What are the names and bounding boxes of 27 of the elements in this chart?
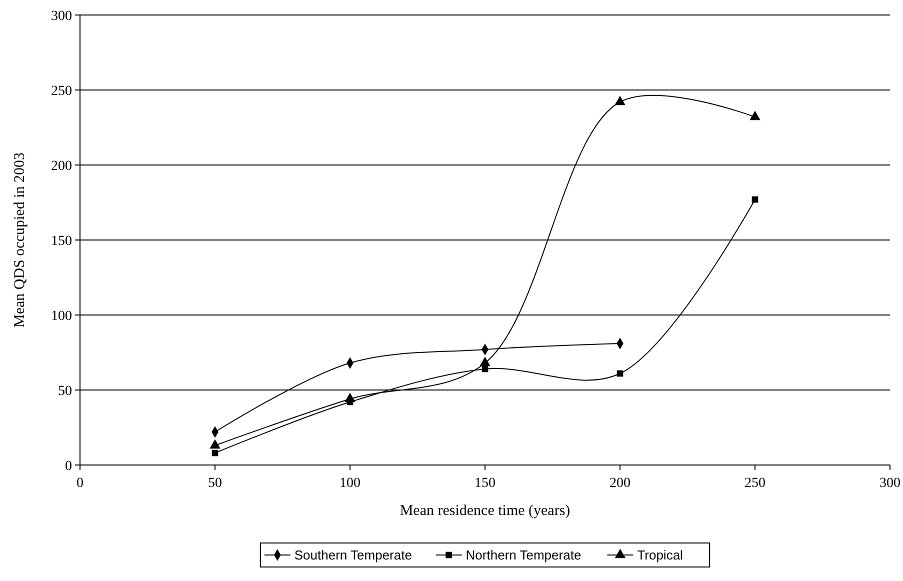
x-tick-label: 300 xyxy=(880,476,900,491)
x-tick-label: 0 xyxy=(76,476,84,491)
y-axis-title: Mean QDS occupied in 2003 xyxy=(12,152,28,328)
x-tick-label: 150 xyxy=(474,476,496,491)
y-tick-label: 200 xyxy=(51,158,72,174)
y-tick-label: 50 xyxy=(58,384,72,399)
point xyxy=(210,439,220,449)
legend-label: Northern Temperate xyxy=(466,548,582,563)
y-tick-label: 250 xyxy=(51,84,72,99)
y-tick-label: 100 xyxy=(51,308,72,324)
point xyxy=(616,370,624,377)
y-tick-label: 0 xyxy=(65,458,72,474)
legend-label: Southern Temperate xyxy=(294,548,412,563)
point xyxy=(212,450,218,456)
y-tick-label: 300 xyxy=(51,8,72,24)
x-axis-title: Mean residence time (years) xyxy=(400,503,570,519)
point xyxy=(752,196,758,203)
x-tick-label: 200 xyxy=(610,476,630,491)
point xyxy=(480,356,490,366)
point xyxy=(614,96,626,106)
legend-label: Tropical xyxy=(637,548,684,563)
x-tick-label: 250 xyxy=(744,476,766,491)
point xyxy=(482,366,488,372)
x-tick-label: 100 xyxy=(340,476,360,491)
point xyxy=(750,110,760,120)
y-tick-label: 150 xyxy=(51,234,72,249)
x-tick-label: 50 xyxy=(208,476,222,491)
